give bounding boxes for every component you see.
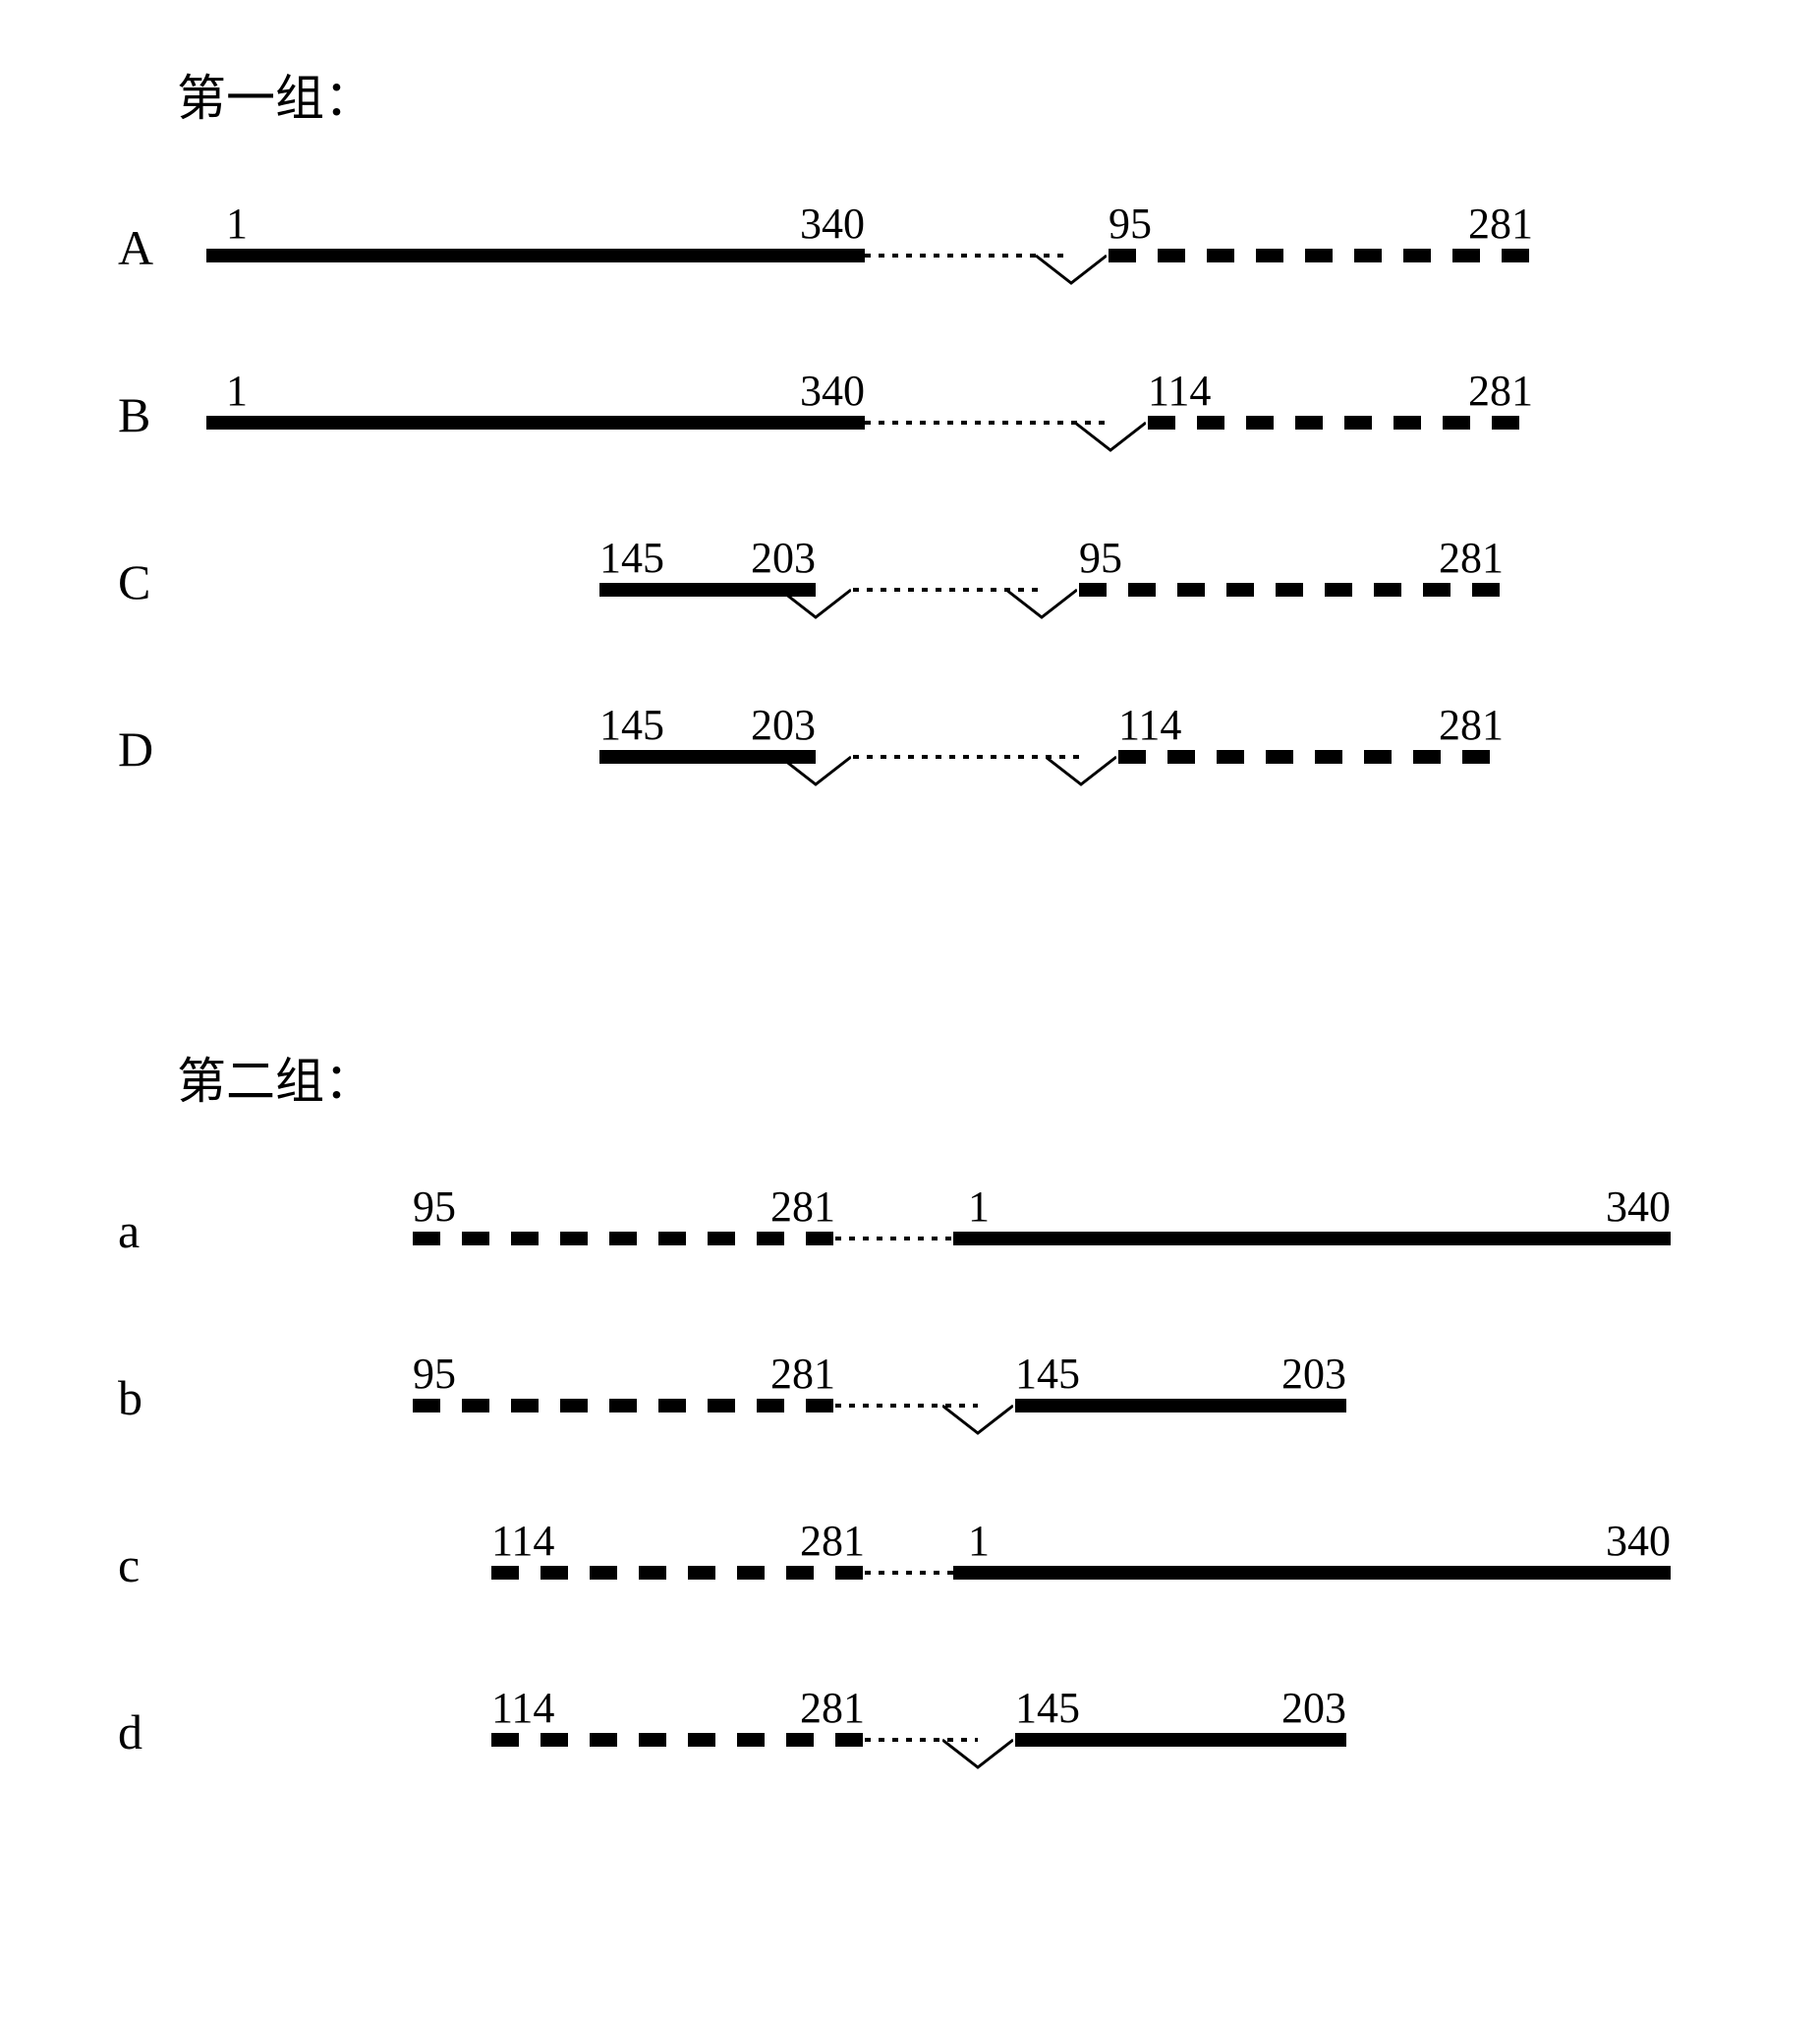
row-label-D: D (118, 720, 153, 778)
segment-vee (942, 1737, 1013, 1770)
row-label-B: B (118, 386, 150, 443)
position-number: 281 (770, 1181, 835, 1232)
segment-solid (206, 249, 865, 262)
segment-vee (780, 754, 851, 787)
row-label-A: A (118, 219, 153, 276)
diagram-canvas: 第一组： 第二组： A 1 340 95 281 B 1 340 114 281 C 145 203 95 28… (0, 0, 1820, 2017)
segment-vee (780, 587, 851, 620)
segment-vee (942, 1403, 1013, 1436)
position-number: 145 (1015, 1349, 1080, 1399)
segment-dotted (865, 421, 1110, 425)
position-number: 114 (491, 1683, 554, 1733)
position-number: 203 (1281, 1683, 1346, 1733)
segment-dashed (1148, 416, 1533, 430)
row-label-d: d (118, 1703, 142, 1760)
position-number: 281 (1468, 366, 1533, 416)
row-label-C: C (118, 553, 150, 610)
segment-solid (953, 1232, 1671, 1245)
segment-dotted (865, 1571, 953, 1575)
segment-dashed (1118, 750, 1504, 764)
segment-vee (1036, 253, 1107, 286)
position-number: 95 (1079, 533, 1122, 583)
position-number: 1 (226, 366, 248, 416)
row-label-c: c (118, 1536, 140, 1593)
position-number: 145 (1015, 1683, 1080, 1733)
row-label-b: b (118, 1369, 142, 1426)
row-label-a: a (118, 1202, 140, 1259)
position-number: 340 (800, 199, 865, 249)
position-number: 145 (599, 533, 664, 583)
position-number: 340 (1606, 1181, 1671, 1232)
position-number: 281 (770, 1349, 835, 1399)
position-number: 281 (1468, 199, 1533, 249)
position-number: 340 (800, 366, 865, 416)
segment-vee (1046, 754, 1116, 787)
position-number: 281 (800, 1683, 865, 1733)
position-number: 281 (1439, 700, 1504, 750)
position-number: 203 (751, 700, 816, 750)
segment-solid (206, 416, 865, 430)
position-number: 203 (751, 533, 816, 583)
position-number: 340 (1606, 1516, 1671, 1566)
segment-dashed (1079, 583, 1504, 597)
segment-dashed (491, 1733, 865, 1747)
position-number: 95 (1109, 199, 1152, 249)
position-number: 281 (1439, 533, 1504, 583)
segment-solid (1015, 1399, 1346, 1412)
group-title-g1: 第一组： (177, 59, 373, 130)
segment-dotted (835, 1237, 953, 1240)
position-number: 95 (413, 1181, 456, 1232)
segment-dashed (1109, 249, 1533, 262)
position-number: 114 (491, 1516, 554, 1566)
segment-dashed (413, 1399, 835, 1412)
segment-solid (1015, 1733, 1346, 1747)
segment-vee (1075, 420, 1146, 453)
position-number: 145 (599, 700, 664, 750)
position-number: 1 (226, 199, 248, 249)
segment-dashed (413, 1232, 835, 1245)
segment-dashed (491, 1566, 865, 1580)
position-number: 114 (1118, 700, 1181, 750)
position-number: 1 (968, 1181, 990, 1232)
position-number: 281 (800, 1516, 865, 1566)
segment-solid (953, 1566, 1671, 1580)
position-number: 203 (1281, 1349, 1346, 1399)
position-number: 114 (1148, 366, 1211, 416)
group-title-g2: 第二组： (177, 1042, 373, 1113)
segment-vee (1006, 587, 1077, 620)
position-number: 95 (413, 1349, 456, 1399)
position-number: 1 (968, 1516, 990, 1566)
